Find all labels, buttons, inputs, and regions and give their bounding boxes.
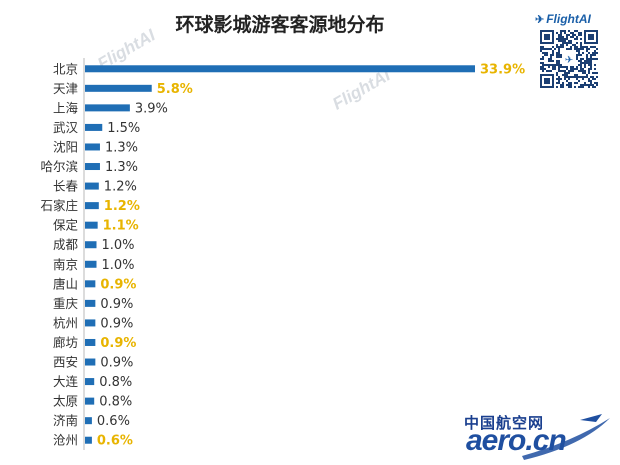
footer-logo-cn: 中国航空网 [464, 414, 545, 432]
category-label: 哈尔滨 [40, 159, 78, 174]
category-label: 济南 [53, 413, 78, 428]
bar [85, 143, 100, 151]
plane-icon: ✈ [535, 14, 545, 26]
value-label: 0.9% [100, 356, 133, 371]
value-label: 1.0% [102, 238, 135, 253]
bar [85, 260, 97, 268]
category-label: 杭州 [53, 315, 78, 330]
aero-swoosh-icon [522, 414, 610, 460]
category-label: 大连 [53, 374, 79, 389]
bar [85, 358, 96, 366]
bar [85, 104, 130, 112]
bar [85, 182, 99, 190]
category-label: 重庆 [53, 296, 79, 311]
category-label: 沈阳 [53, 139, 78, 154]
value-label: 0.9% [100, 297, 133, 312]
category-label: 唐山 [53, 276, 78, 291]
value-label: 0.9% [100, 277, 136, 292]
category-label: 成都 [53, 237, 79, 252]
bar [85, 338, 96, 346]
category-label: 武汉 [53, 120, 79, 135]
bar [85, 123, 103, 131]
value-label: 1.3% [105, 140, 138, 155]
category-label: 南京 [53, 257, 78, 272]
bar [85, 163, 100, 171]
footer-logo-en: aero.cn [466, 424, 567, 457]
bar [85, 378, 95, 386]
value-label: 1.1% [103, 219, 139, 234]
bar [85, 436, 92, 444]
category-label: 长春 [53, 179, 79, 194]
value-label: 1.3% [105, 160, 138, 175]
category-label: 北京 [53, 61, 78, 76]
category-label: 石家庄 [40, 198, 78, 213]
value-label: 1.2% [104, 180, 137, 195]
bar [85, 417, 92, 425]
qr-code-icon: ✈ [540, 30, 598, 88]
bar [85, 202, 99, 210]
value-label: 0.6% [97, 434, 133, 449]
value-label: 1.0% [102, 258, 135, 273]
bar [85, 65, 475, 73]
value-label: 1.2% [104, 199, 140, 214]
value-label: 0.8% [99, 395, 132, 410]
bar [85, 319, 96, 327]
category-label: 西安 [53, 355, 78, 370]
bar [85, 397, 95, 405]
svg-text:✈: ✈ [565, 55, 573, 66]
bar [85, 221, 98, 229]
category-label: 上海 [53, 100, 79, 115]
value-label: 0.9% [100, 316, 133, 331]
category-label: 廊坊 [53, 335, 78, 350]
value-label: 0.6% [97, 414, 130, 429]
value-label: 3.9% [135, 101, 168, 116]
chart-title: 环球影城游客客源地分布 [175, 14, 385, 36]
category-label: 太原 [53, 394, 78, 409]
bar [85, 84, 152, 92]
value-label: 1.5% [107, 121, 140, 136]
category-label: 保定 [53, 218, 78, 233]
value-label: 33.9% [480, 62, 525, 77]
category-label: 天津 [53, 81, 78, 96]
value-label: 0.8% [99, 375, 132, 390]
value-label: 0.9% [100, 336, 136, 351]
bar [85, 280, 96, 288]
value-label: 5.8% [157, 82, 193, 97]
bar [85, 299, 96, 307]
flightai-logo: ✈ FlightAI [535, 12, 591, 26]
bar [85, 241, 97, 249]
category-label: 沧州 [53, 433, 78, 448]
